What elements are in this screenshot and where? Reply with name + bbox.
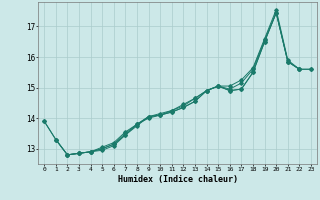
X-axis label: Humidex (Indice chaleur): Humidex (Indice chaleur)	[118, 175, 238, 184]
